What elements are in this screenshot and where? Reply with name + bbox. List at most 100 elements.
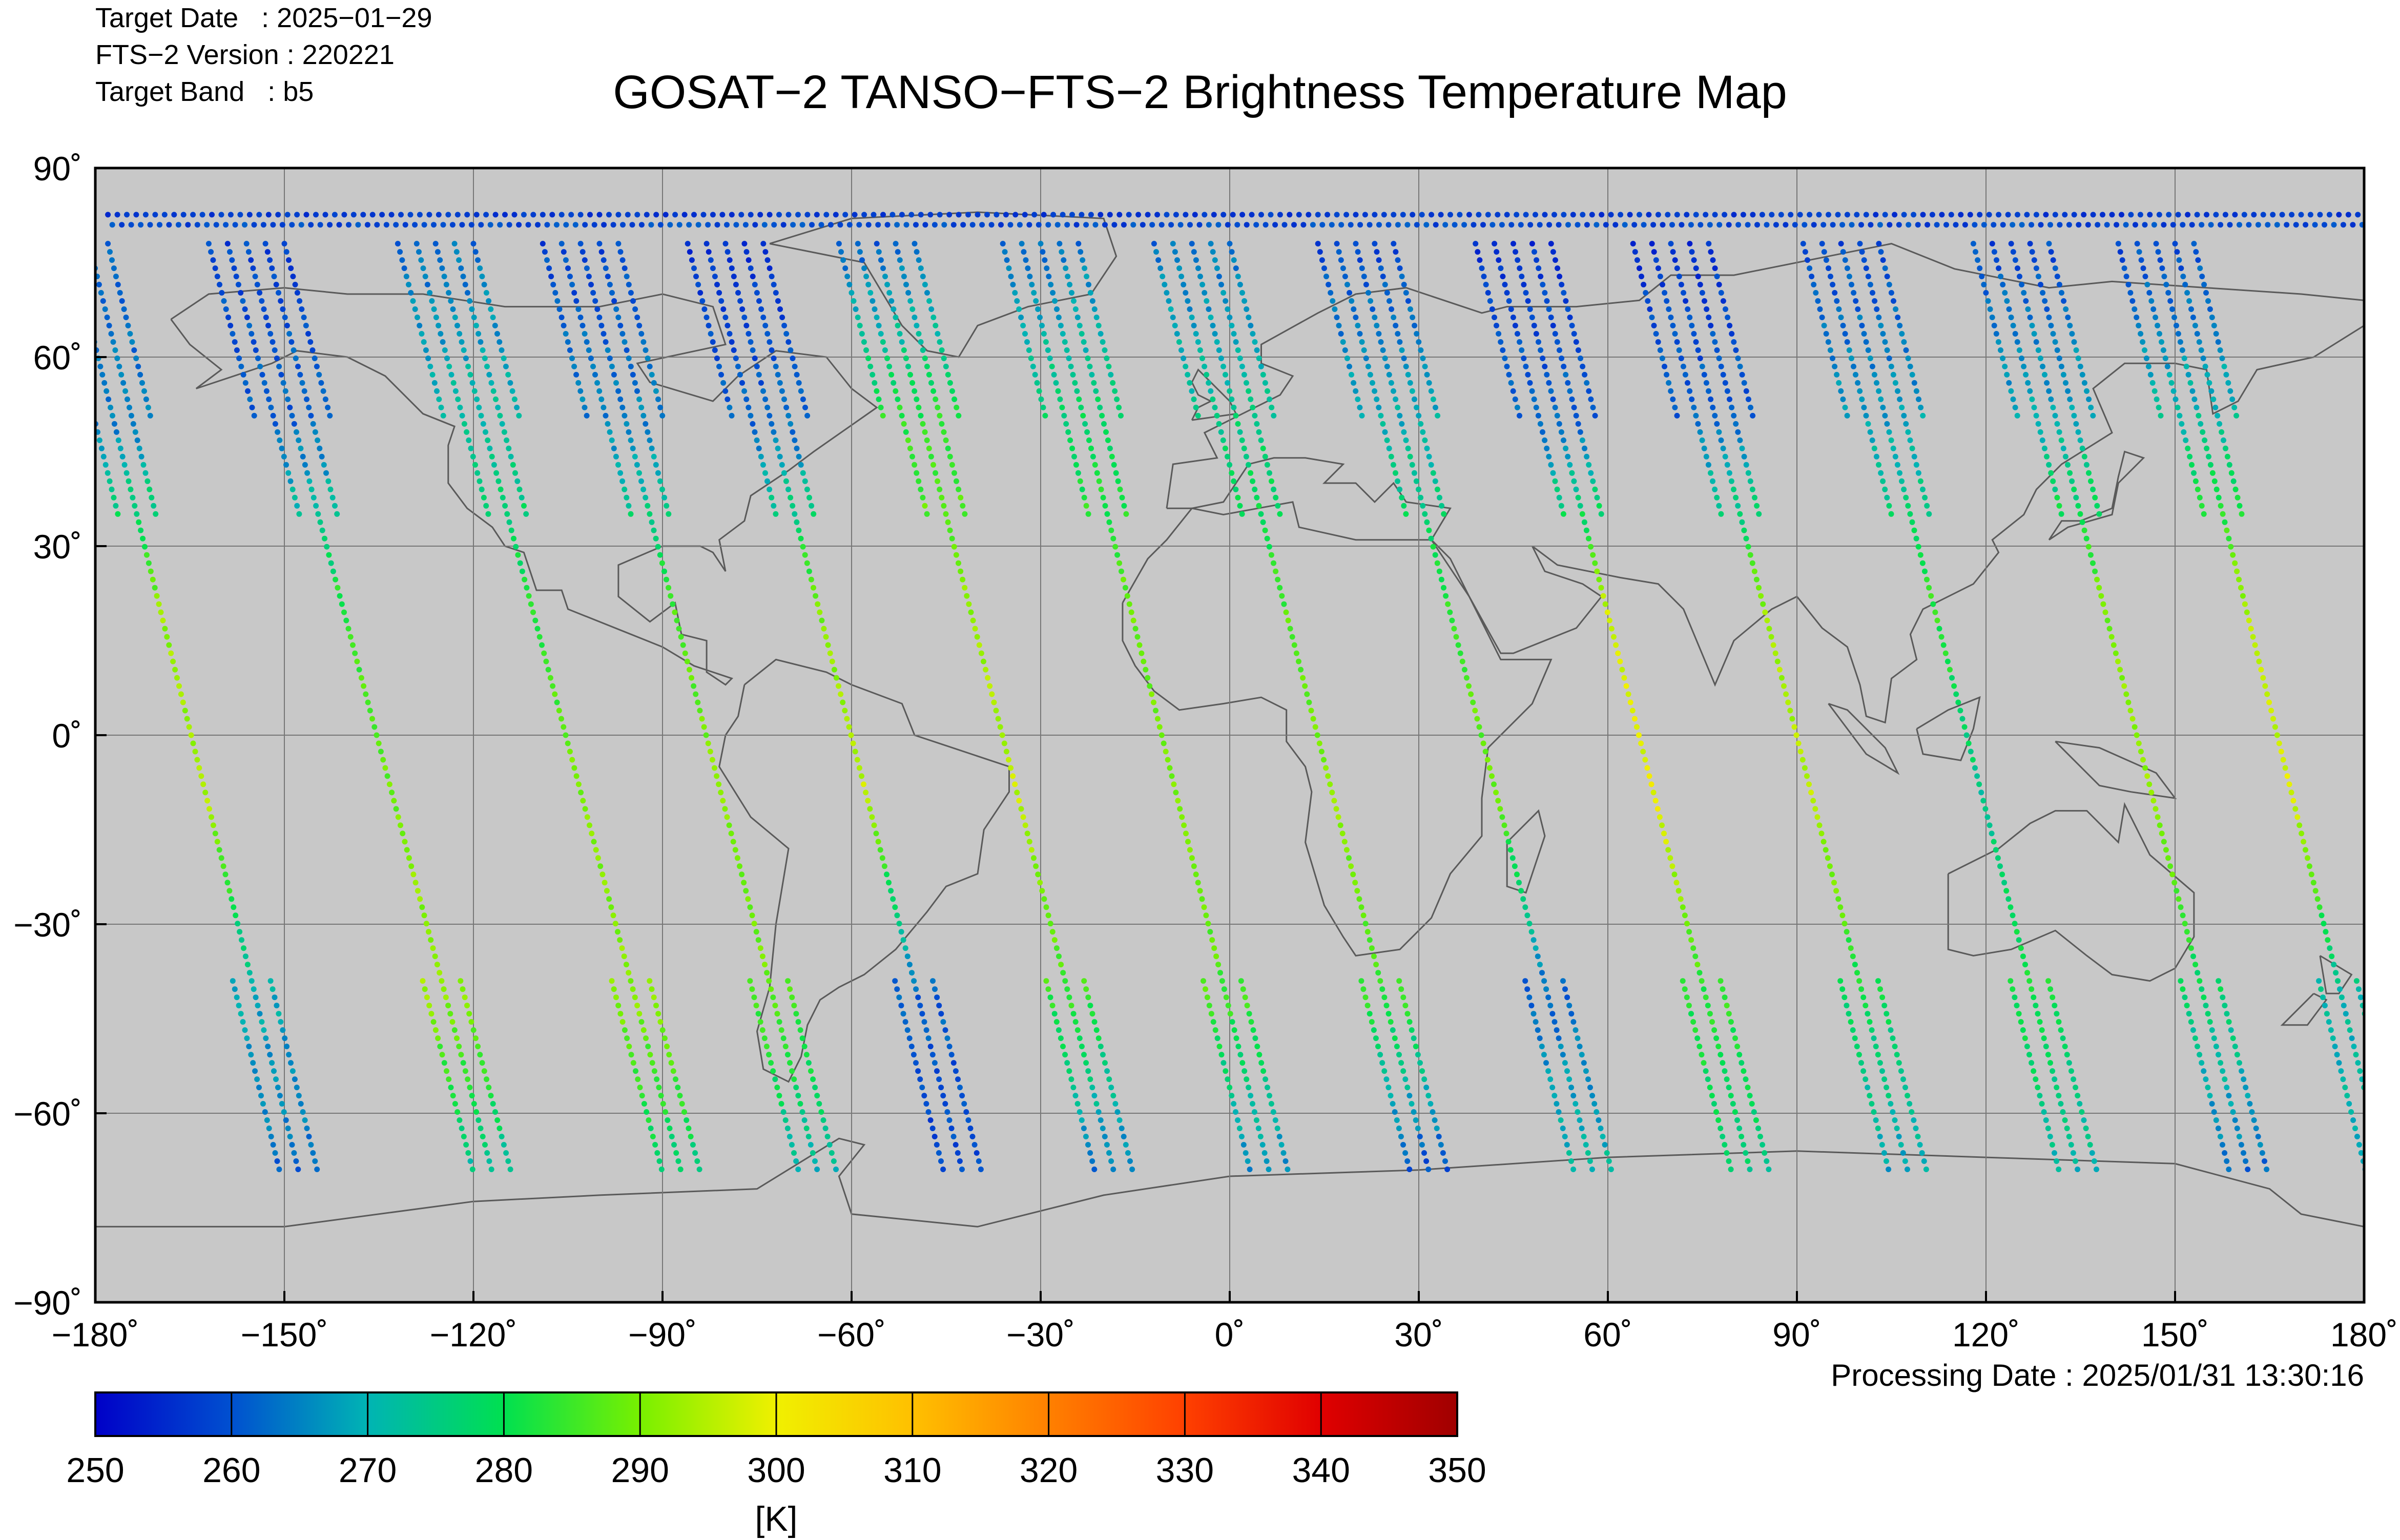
- observation-point: [1875, 1126, 1881, 1131]
- observation-point: [859, 773, 864, 779]
- x-tick-label: 150˚: [2141, 1316, 2209, 1354]
- observation-point: [795, 1019, 801, 1025]
- observation-point: [816, 1101, 822, 1107]
- observation-point: [1981, 282, 1987, 287]
- observation-point: [710, 265, 716, 272]
- observation-point: [1164, 212, 1170, 218]
- observation-point: [277, 437, 283, 443]
- observation-point: [747, 904, 753, 910]
- observation-point: [1578, 356, 1583, 361]
- observation-point: [1376, 404, 1382, 410]
- observation-point: [1362, 921, 1369, 927]
- observation-point: [1827, 347, 1833, 353]
- observation-point: [2138, 331, 2144, 337]
- observation-point: [748, 212, 754, 218]
- observation-point: [1051, 371, 1057, 378]
- observation-point: [2241, 1076, 2247, 1083]
- observation-point: [2197, 494, 2203, 501]
- observation-point: [1193, 331, 1199, 337]
- observation-point: [1863, 1003, 1869, 1009]
- observation-point: [117, 290, 123, 296]
- observation-point: [1859, 323, 1865, 328]
- observation-point: [428, 1011, 435, 1017]
- observation-point: [1262, 453, 1268, 460]
- observation-point: [825, 642, 831, 648]
- observation-point: [1807, 212, 1813, 218]
- observation-point: [501, 1142, 507, 1148]
- observation-point: [1238, 978, 1244, 984]
- observation-point: [2221, 437, 2226, 443]
- observation-point: [1145, 212, 1151, 218]
- observation-point: [2050, 257, 2056, 263]
- observation-point: [2228, 544, 2234, 550]
- observation-point: [2179, 421, 2185, 427]
- y-tick-label: −90˚: [13, 1284, 82, 1322]
- observation-point: [1863, 212, 1869, 218]
- x-tick-label: −180˚: [52, 1316, 139, 1354]
- observation-point: [502, 212, 508, 218]
- observation-point: [649, 519, 655, 525]
- observation-point: [792, 511, 798, 517]
- observation-point: [285, 470, 292, 476]
- observation-point: [1068, 1003, 1074, 1009]
- observation-point: [1238, 1134, 1245, 1139]
- observation-point: [64, 380, 69, 386]
- observation-point: [1893, 306, 1899, 312]
- observation-point: [1659, 822, 1665, 828]
- observation-point: [626, 503, 632, 509]
- observation-point: [1380, 421, 1386, 427]
- observation-point: [1872, 298, 1878, 304]
- observation-point: [1276, 1134, 1282, 1139]
- observation-point: [214, 839, 220, 845]
- observation-point: [86, 241, 92, 246]
- observation-point: [946, 1117, 953, 1123]
- observation-point: [2024, 1044, 2030, 1050]
- observation-point: [474, 470, 481, 476]
- observation-point: [1026, 222, 1032, 228]
- observation-point: [1668, 315, 1674, 320]
- observation-point: [1879, 1142, 1885, 1148]
- observation-point: [1594, 494, 1600, 501]
- colorbar-unit-label: [K]: [755, 1500, 797, 1538]
- observation-point: [974, 634, 980, 640]
- observation-point: [1915, 470, 1921, 476]
- observation-point: [775, 445, 781, 451]
- observation-point: [2378, 1076, 2384, 1082]
- observation-point: [573, 371, 580, 378]
- observation-point: [1611, 634, 1617, 640]
- observation-point: [2390, 1126, 2396, 1131]
- observation-point: [1907, 437, 1913, 443]
- observation-point: [105, 470, 111, 476]
- y-tick-labels: −90˚−60˚−30˚0˚30˚60˚90˚: [13, 150, 107, 1322]
- observation-point: [1723, 306, 1728, 312]
- observation-point: [661, 1035, 668, 1042]
- observation-point: [611, 445, 617, 451]
- observation-point: [1854, 1044, 1860, 1050]
- observation-point: [645, 503, 651, 509]
- observation-point: [1753, 576, 1760, 582]
- observation-point: [1070, 1011, 1077, 1017]
- observation-point: [1398, 1060, 1404, 1066]
- observation-point: [955, 1150, 961, 1156]
- observation-point: [572, 222, 578, 228]
- observation-point: [1248, 1019, 1254, 1025]
- x-tick-label: −90˚: [628, 1316, 697, 1354]
- observation-point: [1429, 212, 1435, 218]
- observation-point: [762, 396, 769, 402]
- observation-point: [2043, 212, 2049, 218]
- observation-point: [1703, 1068, 1709, 1074]
- observation-point: [2085, 1134, 2091, 1139]
- observation-point: [1348, 222, 1354, 228]
- observation-point: [1360, 986, 1367, 992]
- observation-point: [291, 1150, 297, 1156]
- observation-point: [764, 257, 771, 263]
- observation-point: [2222, 212, 2228, 218]
- observation-point: [861, 265, 867, 272]
- observation-point: [1441, 511, 1447, 517]
- observation-point: [1415, 1052, 1421, 1058]
- observation-point: [1652, 798, 1659, 804]
- observation-point: [1792, 222, 1798, 228]
- observation-point: [2054, 1158, 2060, 1164]
- observation-point: [1086, 282, 1091, 287]
- observation-point: [2127, 290, 2134, 296]
